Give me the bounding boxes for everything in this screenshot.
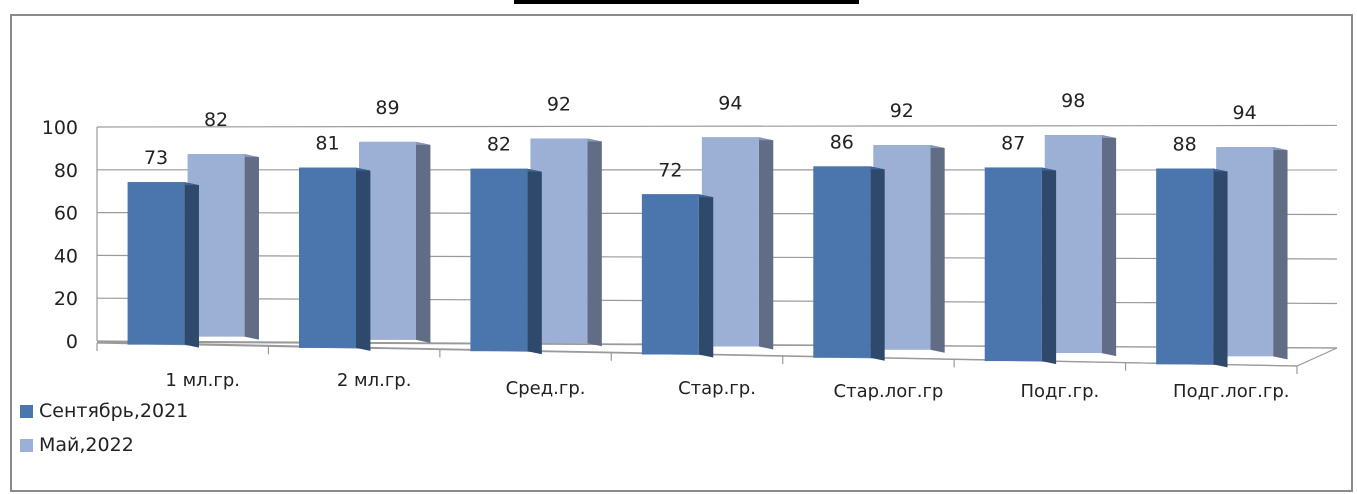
legend-swatch-september bbox=[20, 404, 33, 418]
data-label-may-2: 92 bbox=[547, 93, 571, 115]
x-category-label: Стар.гр. bbox=[678, 378, 756, 399]
y-tick-label: 20 bbox=[54, 288, 78, 310]
data-label-september-6: 88 bbox=[1173, 134, 1197, 156]
x-category-label: 2 мл.гр. bbox=[337, 370, 412, 391]
bar-may-6 bbox=[1216, 147, 1288, 360]
y-tick-label: 40 bbox=[54, 245, 78, 267]
legend: Сентябрь,2021 Май,2022 bbox=[20, 394, 188, 462]
y-tick-label: 100 bbox=[42, 117, 78, 139]
data-label-may-0: 82 bbox=[204, 109, 228, 131]
bar-september-2 bbox=[470, 168, 542, 355]
data-label-may-1: 89 bbox=[375, 97, 399, 119]
legend-swatch-may bbox=[20, 438, 33, 452]
data-label-september-1: 81 bbox=[315, 133, 339, 155]
gridline-100 bbox=[96, 124, 1338, 128]
data-label-may-3: 94 bbox=[718, 92, 742, 114]
bar-september-1 bbox=[299, 167, 371, 351]
x-category-label: 1 мл.гр. bbox=[165, 370, 240, 391]
bar-september-0 bbox=[127, 182, 199, 348]
legend-item-september: Сентябрь,2021 bbox=[20, 394, 188, 428]
data-label-may-6: 94 bbox=[1233, 102, 1257, 124]
data-label-may-5: 98 bbox=[1061, 90, 1085, 112]
data-label-september-3: 72 bbox=[658, 159, 682, 181]
x-category-label: Подг.лог.гр. bbox=[1173, 381, 1289, 402]
data-label-may-4: 92 bbox=[890, 100, 914, 122]
x-category-label: Сред.гр. bbox=[506, 378, 586, 399]
y-tick-label: 60 bbox=[54, 203, 78, 225]
title-underline bbox=[514, 0, 859, 4]
y-tick-label: 0 bbox=[66, 331, 78, 353]
data-label-september-0: 73 bbox=[144, 147, 168, 169]
bar-september-4 bbox=[813, 166, 885, 361]
legend-label-september: Сентябрь,2021 bbox=[39, 400, 189, 422]
legend-label-may: Май,2022 bbox=[39, 434, 134, 456]
data-label-september-2: 82 bbox=[487, 134, 511, 156]
x-category-label: Подг.гр. bbox=[1020, 381, 1099, 402]
legend-item-may: Май,2022 bbox=[20, 428, 188, 462]
data-label-september-5: 87 bbox=[1001, 132, 1025, 154]
data-label-september-4: 86 bbox=[830, 131, 854, 153]
x-category-label: Стар.лог.гр bbox=[834, 381, 944, 402]
bar-september-6 bbox=[1156, 168, 1228, 368]
bar-september-3 bbox=[641, 194, 714, 358]
bar-september-5 bbox=[984, 167, 1057, 365]
y-tick-label: 80 bbox=[54, 160, 78, 182]
